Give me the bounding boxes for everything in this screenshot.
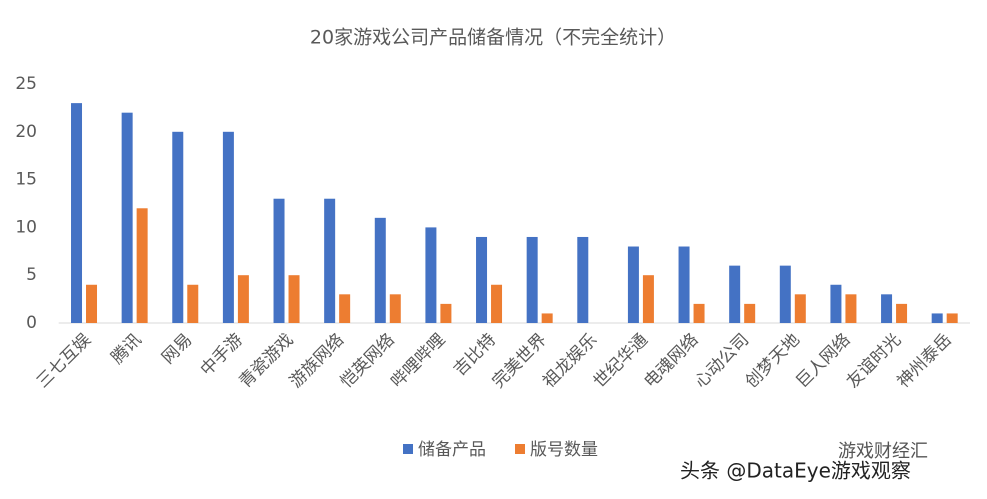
x-tick-label: 恺英网络 <box>337 330 399 392</box>
bar <box>425 227 437 323</box>
x-tick-label: 游族网络 <box>286 330 348 392</box>
bar <box>172 131 184 323</box>
bar <box>896 303 908 323</box>
y-tick-label: 20 <box>15 122 37 142</box>
bar <box>577 236 589 323</box>
bar <box>526 236 538 323</box>
watermark-account: 游戏财经汇 <box>838 441 928 462</box>
bar <box>440 303 452 323</box>
bar <box>627 246 639 323</box>
x-tick-label: 世纪华通 <box>590 330 652 392</box>
y-tick-label: 25 <box>15 74 37 94</box>
bar <box>729 265 741 323</box>
legend-label: 储备产品 <box>418 440 486 460</box>
bar <box>86 284 98 323</box>
bar <box>374 217 386 323</box>
y-tick-label: 10 <box>15 217 37 237</box>
bar <box>288 275 300 323</box>
bar <box>693 303 705 323</box>
bar <box>830 284 842 323</box>
bar <box>881 294 893 323</box>
x-tick-label: 心动公司 <box>691 330 753 392</box>
y-tick-label: 0 <box>26 313 37 333</box>
bar <box>339 294 351 323</box>
bar <box>71 103 83 324</box>
legend-swatch <box>403 444 413 454</box>
watermark-source: 头条 @DataEye游戏观察 <box>680 459 911 483</box>
x-tick-label: 祖龙娱乐 <box>539 330 601 392</box>
bar <box>744 303 756 323</box>
legend-label: 版号数量 <box>530 440 598 460</box>
x-tick-label: 完美世界 <box>489 330 551 392</box>
bar <box>642 275 654 323</box>
x-tick-label: 电魂网络 <box>640 330 702 392</box>
x-tick-label: 腾讯 <box>108 330 146 368</box>
bar <box>273 198 285 323</box>
y-tick-label: 5 <box>26 265 37 285</box>
bar <box>678 246 690 323</box>
bar <box>946 313 958 323</box>
x-tick-label: 友谊时光 <box>843 330 905 392</box>
bar <box>389 294 401 323</box>
x-tick-label: 巨人网络 <box>792 330 854 392</box>
bar <box>541 313 553 323</box>
x-tick-label: 哔哩哔哩 <box>387 330 449 392</box>
bar <box>121 112 133 324</box>
x-tick-label: 网易 <box>158 330 196 368</box>
y-tick-label: 15 <box>15 170 37 190</box>
x-tick-label: 青瓷游戏 <box>235 330 297 392</box>
bar <box>136 208 148 323</box>
bar <box>931 313 943 323</box>
legend-swatch <box>515 444 525 454</box>
bar <box>237 275 249 323</box>
chart-title: 20家游戏公司产品储备情况（不完全统计） <box>310 27 676 49</box>
x-tick-label: 三七互娱 <box>33 330 95 392</box>
bar <box>187 284 199 323</box>
bar <box>324 198 336 323</box>
x-tick-label: 神州泰岳 <box>894 330 956 392</box>
bar <box>476 236 488 323</box>
bar <box>222 131 234 323</box>
x-tick-label: 创梦天地 <box>742 330 804 392</box>
bar <box>845 294 857 323</box>
bar <box>779 265 791 323</box>
bar <box>491 284 503 323</box>
bar <box>794 294 806 323</box>
